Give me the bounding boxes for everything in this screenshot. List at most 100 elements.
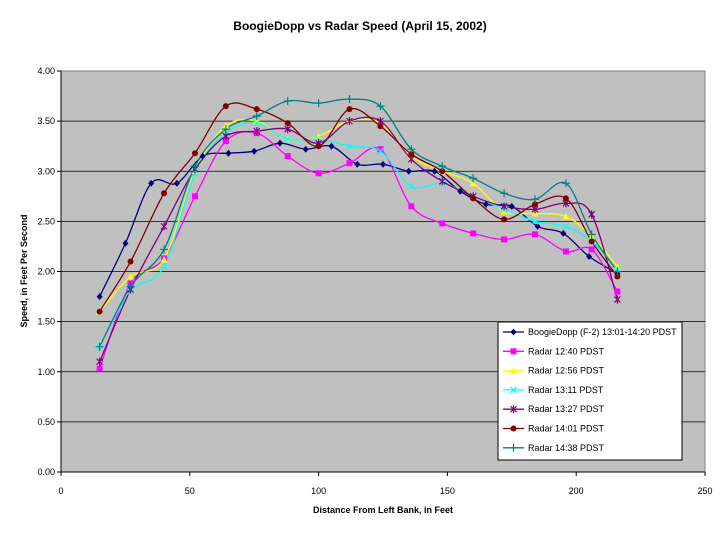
data-point-series-1 [302, 145, 309, 153]
data-point-series-1 [199, 152, 206, 160]
data-point-series-1 [508, 202, 515, 210]
data-point-series-2 [614, 288, 621, 295]
data-point-series-6 [439, 168, 446, 175]
data-point-series-2 [531, 231, 538, 238]
y-tick-label: 1.50 [37, 317, 55, 327]
data-point-series-7 [190, 162, 199, 171]
data-point-series-1 [586, 252, 593, 260]
data-point-series-2 [191, 193, 198, 200]
data-point-series-7 [469, 174, 478, 183]
data-point-series-6 [588, 238, 595, 245]
y-tick-label: 1.00 [37, 367, 55, 377]
data-point-series-5 [284, 125, 292, 134]
legend: BoogieDopp (F-2) 13:01-14:20 PDST Radar 1… [497, 321, 683, 461]
data-point-series-6 [470, 195, 477, 202]
data-point-series-4 [562, 222, 570, 230]
data-point-series-7 [252, 112, 261, 121]
data-point-series-2 [96, 365, 103, 372]
data-point-series-3 [500, 207, 508, 215]
data-point-series-7 [561, 179, 570, 188]
y-tick-label: 0.50 [37, 417, 55, 427]
y-tick-label: 0.00 [37, 467, 55, 477]
data-point-series-7 [314, 99, 323, 108]
legend-marker-3 [510, 367, 517, 374]
series-line-5 [99, 116, 619, 362]
data-point-series-1 [534, 222, 541, 230]
legend-label-6: Radar 14:01 PDST [528, 424, 605, 434]
data-point-series-5 [253, 127, 261, 136]
data-point-series-2 [315, 170, 322, 177]
data-point-series-2 [562, 248, 569, 255]
data-point-series-1 [96, 293, 103, 301]
x-axis-label: Distance From Left Bank, in Feet [313, 505, 453, 515]
data-point-series-6 [191, 150, 198, 157]
x-tick-label: 100 [311, 486, 326, 496]
y-axis-ticks: 0.00 0.50 1.00 1.50 2.00 2.50 3.00 3.50 4.00 [37, 66, 61, 477]
data-point-series-6 [501, 216, 508, 223]
data-point-series-5 [346, 117, 353, 126]
data-point-series-2 [284, 153, 291, 160]
legend-marker-1 [510, 328, 517, 336]
series-markers [95, 95, 622, 372]
data-point-series-6 [96, 308, 103, 315]
data-point-series-4 [531, 217, 539, 225]
data-point-series-5 [613, 295, 621, 304]
data-point-series-6 [161, 190, 168, 197]
legend-label-4: Radar 13:11 PDST [528, 385, 604, 395]
data-point-series-7 [160, 245, 169, 254]
data-point-series-5 [222, 132, 230, 141]
data-point-series-7 [126, 282, 135, 291]
data-point-series-4 [346, 142, 353, 150]
chart-title: BoogieDopp vs Radar Speed (April 15, 200… [233, 19, 486, 33]
data-point-series-7 [407, 145, 416, 154]
data-point-series-1 [431, 167, 438, 175]
data-point-series-1 [354, 160, 361, 168]
legend-marker-7 [509, 443, 518, 452]
data-point-series-1 [560, 229, 567, 237]
y-axis-label: Speed, in Feet Per Second [19, 214, 29, 327]
data-point-series-4 [407, 182, 415, 190]
x-tick-label: 0 [58, 486, 63, 496]
y-tick-label: 4.00 [37, 66, 55, 76]
data-point-series-6 [562, 195, 569, 202]
data-point-series-4 [376, 147, 384, 155]
data-point-series-3 [253, 117, 261, 125]
data-point-series-3 [469, 179, 477, 187]
legend-box [497, 321, 683, 461]
data-point-series-2 [501, 236, 508, 243]
data-point-series-2 [377, 146, 384, 153]
data-point-series-1 [457, 187, 464, 195]
data-point-series-2 [408, 203, 415, 210]
data-point-series-7 [345, 95, 354, 104]
legend-label-3: Radar 12:56 PDST [528, 366, 605, 376]
data-point-series-7 [376, 102, 385, 111]
data-point-series-2 [588, 246, 595, 253]
legend-label-5: Radar 13:27 PDST [528, 404, 605, 414]
data-point-series-1 [122, 239, 129, 247]
data-point-series-6 [253, 106, 260, 113]
data-point-series-6 [127, 258, 134, 265]
data-point-series-5 [500, 202, 508, 211]
data-point-series-2 [222, 138, 229, 145]
legend-label-1: BoogieDopp (F-2) 13:01-14:20 PDST [528, 327, 677, 337]
legend-marker-2 [510, 348, 517, 355]
y-tick-label: 3.00 [37, 166, 55, 176]
data-point-series-7 [95, 342, 104, 351]
data-point-series-6 [222, 103, 229, 110]
data-point-series-3 [160, 255, 168, 263]
data-point-series-6 [346, 106, 353, 113]
legend-marker-5 [510, 405, 517, 414]
y-tick-label: 3.50 [37, 116, 55, 126]
data-point-series-2 [346, 160, 353, 167]
data-point-series-2 [439, 220, 446, 227]
data-point-series-7 [283, 97, 292, 106]
data-point-series-4 [160, 263, 168, 270]
x-tick-label: 200 [569, 486, 584, 496]
legend-marker-4 [510, 386, 517, 394]
x-tick-label: 50 [185, 486, 195, 496]
x-axis-ticks: 0 50 100 150 200 250 [58, 472, 713, 496]
data-point-series-7 [530, 195, 539, 204]
data-point-series-5 [96, 357, 104, 366]
data-point-series-6 [408, 151, 415, 158]
